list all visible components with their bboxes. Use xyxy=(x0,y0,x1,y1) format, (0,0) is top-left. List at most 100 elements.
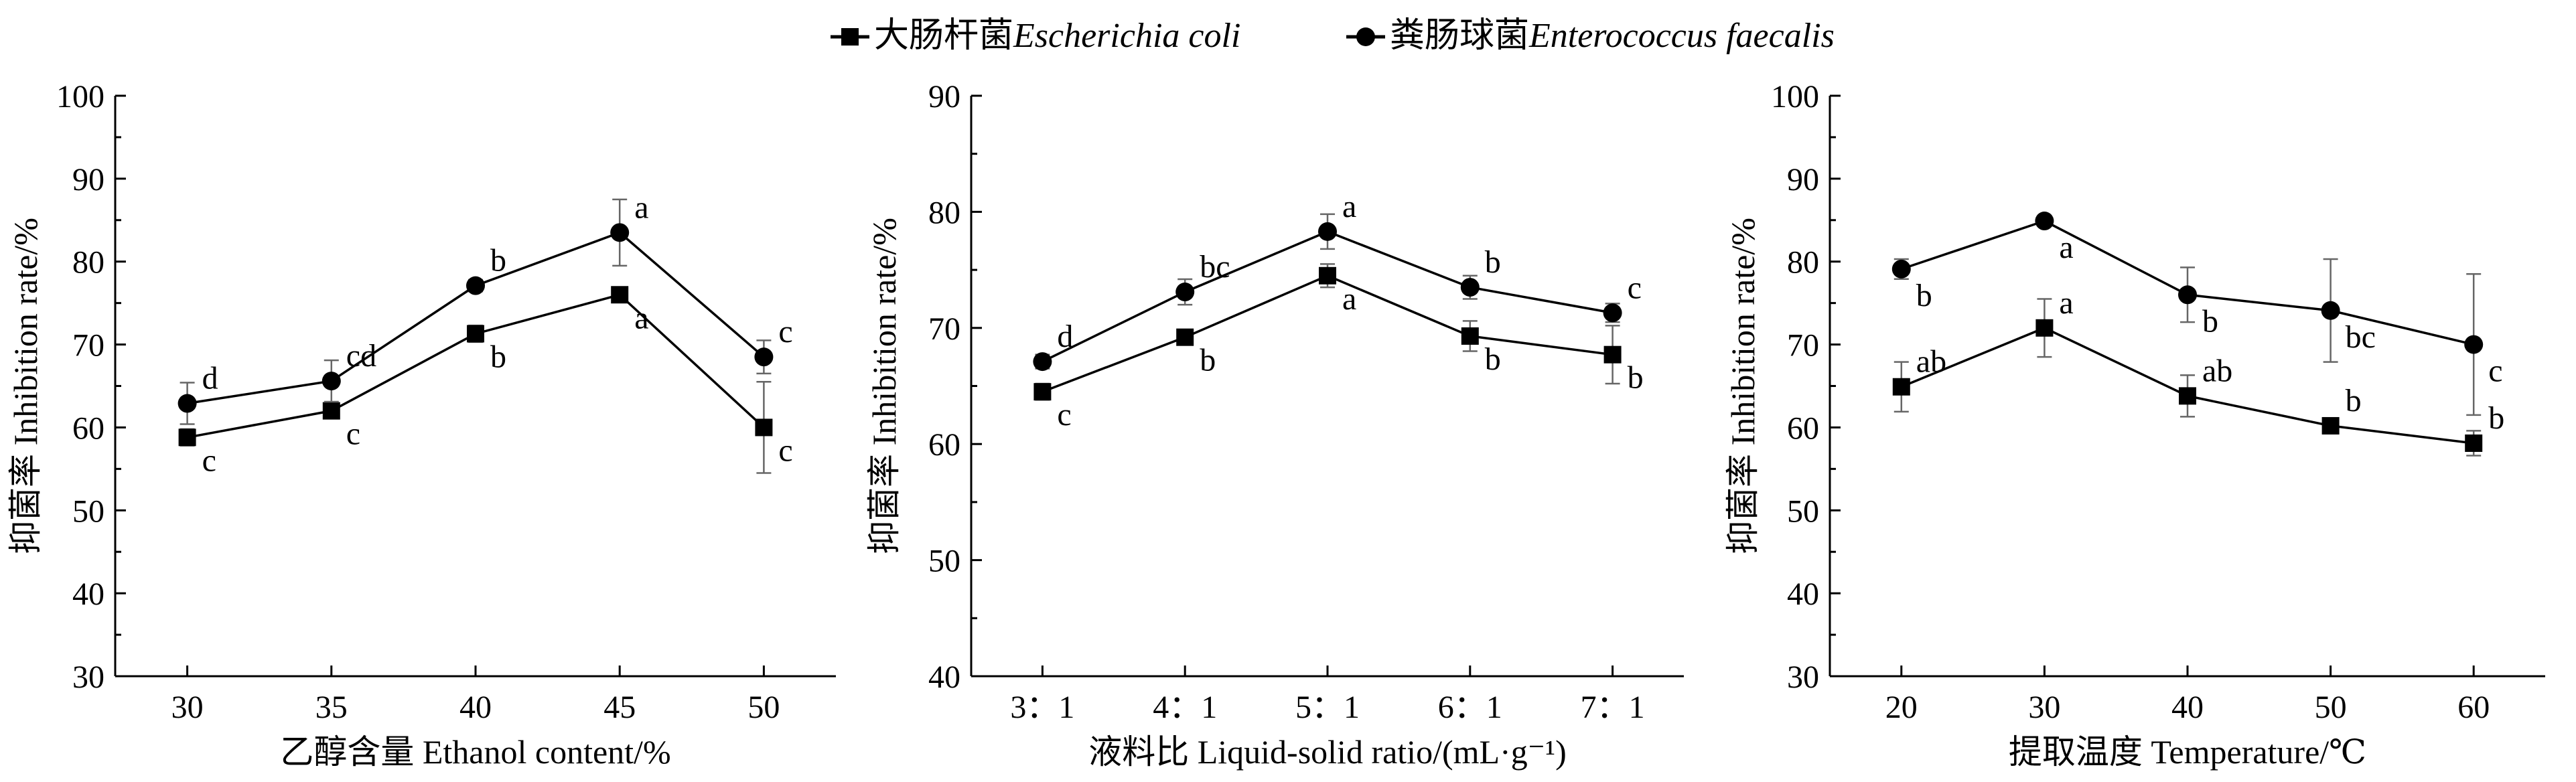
chart-panel-ratio: 40 50 60 70 80 90 3：1 4：1 5：1 6：1 7：1 液料比 Liquid-so… xyxy=(859,74,1717,779)
y-tick-label: 50 xyxy=(928,544,960,579)
x-axis-title: 液料比 Liquid-solid ratio/(mL·g⁻¹) xyxy=(1088,733,1567,771)
data-point-square xyxy=(2321,416,2340,435)
data-point-circle xyxy=(321,372,341,391)
chart-temperature-svg: 30 40 50 60 70 80 90 100 20 30 40 50 60 提取温度 Temperat… xyxy=(1724,79,2545,771)
data-point-square xyxy=(1319,266,1336,285)
data-point-circle xyxy=(1175,283,1195,302)
significance-label: b xyxy=(490,243,506,279)
data-point-circle xyxy=(1603,303,1622,323)
data-point-circle xyxy=(2321,301,2340,320)
legend-efaecalis-latin: Enterococcus faecalis xyxy=(1529,17,1835,55)
data-point-square xyxy=(2035,319,2054,337)
data-point-square xyxy=(1176,328,1194,346)
y-tick-label: 60 xyxy=(72,410,104,446)
data-point-square xyxy=(1603,345,1622,364)
chart-panel-ethanol: 30 40 50 60 70 80 90 100 30 35 40 45 50 乙醇含量 Ethanol … xyxy=(0,74,859,779)
x-tick-label: 20 xyxy=(1885,690,1918,725)
data-point-circle xyxy=(2464,335,2484,354)
data-point-square xyxy=(322,402,340,420)
significance-label: b xyxy=(490,339,506,374)
significance-label: ab xyxy=(1916,344,1946,380)
significance-label: c xyxy=(2488,354,2502,389)
series-line-circle xyxy=(1042,230,1613,363)
y-axis-title: 抑菌率 Inhibition rate/% xyxy=(7,218,44,554)
y-tick-label: 50 xyxy=(72,493,104,529)
significance-label: a xyxy=(2059,285,2073,321)
significance-label: a xyxy=(634,300,648,335)
legend-efaecalis-cn: 粪肠球菌 xyxy=(1390,17,1530,55)
significance-label: ab xyxy=(2202,353,2232,388)
significance-label: b xyxy=(1628,360,1644,396)
y-tick-label: 100 xyxy=(1771,79,1819,114)
significance-label: c xyxy=(778,314,792,349)
legend-circle-marker-icon xyxy=(1356,27,1375,46)
data-point-square xyxy=(467,325,484,343)
data-point-circle xyxy=(1318,222,1337,241)
legend-markers xyxy=(831,27,1385,46)
y-tick-label: 90 xyxy=(928,79,960,114)
y-axis-title: 抑菌率 Inhibition rate/% xyxy=(1724,218,1762,554)
significance-label: c xyxy=(202,443,216,478)
chart-ethanol-svg: 30 40 50 60 70 80 90 100 30 35 40 45 50 乙醇含量 Ethanol … xyxy=(7,79,836,771)
y-tick-label: 60 xyxy=(1787,410,1819,446)
significance-label: b xyxy=(1485,341,1501,377)
x-tick-label: 50 xyxy=(2315,690,2347,725)
legend-ecoli-latin: Escherichia coli xyxy=(1013,17,1241,55)
significance-label: a xyxy=(1342,281,1356,317)
data-point-circle xyxy=(2178,285,2197,305)
y-tick-label: 70 xyxy=(928,311,960,347)
y-tick-label: 80 xyxy=(928,195,960,230)
x-tick-label: 40 xyxy=(459,690,492,725)
significance-label: a xyxy=(634,189,648,225)
significance-label: b xyxy=(1916,278,1932,313)
x-tick-label: 35 xyxy=(315,690,348,725)
y-tick-label: 40 xyxy=(72,576,104,612)
x-tick-label: 3：1 xyxy=(1010,690,1074,725)
chart-panel-temperature: 30 40 50 60 70 80 90 100 20 30 40 50 60 提取温度 Temperat… xyxy=(1717,74,2576,779)
y-tick-label: 60 xyxy=(928,427,960,463)
x-tick-label: 60 xyxy=(2457,690,2490,725)
significance-label: c xyxy=(1628,270,1642,305)
x-tick-label: 45 xyxy=(603,690,636,725)
y-tick-label: 70 xyxy=(72,328,104,364)
data-point-square xyxy=(1892,378,1910,396)
y-tick-label: 50 xyxy=(1787,493,1819,529)
significance-label: d xyxy=(202,361,218,396)
series-line-circle xyxy=(187,231,765,405)
y-tick-label: 70 xyxy=(1787,328,1819,364)
legend-ecoli-cn: 大肠杆菌 xyxy=(874,17,1014,55)
y-tick-label: 30 xyxy=(1787,659,1819,695)
data-point-square xyxy=(755,418,773,437)
series-line-square xyxy=(1042,274,1613,393)
x-tick-label: 30 xyxy=(171,690,204,725)
series-line-square xyxy=(187,293,765,439)
x-tick-label: 40 xyxy=(2171,690,2204,725)
data-point-square xyxy=(1461,327,1479,345)
y-tick-label: 80 xyxy=(72,245,104,281)
x-axis-title: 乙醇含量 Ethanol content/% xyxy=(280,733,670,771)
significance-label: b xyxy=(2346,383,2362,418)
legend: 大肠杆菌Escherichia coli 粪肠球菌Enterococcus fa… xyxy=(0,0,2576,74)
data-point-circle xyxy=(1891,259,1911,279)
y-axis-title: 抑菌率 Inhibition rate/% xyxy=(865,218,903,554)
data-point-circle xyxy=(1033,352,1052,372)
data-point-square xyxy=(178,428,196,447)
data-point-circle xyxy=(177,394,197,413)
significance-label: a xyxy=(2059,230,2073,265)
data-point-circle xyxy=(610,223,630,242)
significance-label: c xyxy=(778,433,792,468)
x-tick-label: 30 xyxy=(2028,690,2060,725)
significance-label: cd xyxy=(346,338,376,374)
x-tick-label: 7：1 xyxy=(1581,690,1645,725)
y-tick-label: 40 xyxy=(928,659,960,695)
x-tick-label: 6：1 xyxy=(1438,690,1502,725)
y-tick-label: 100 xyxy=(56,79,104,114)
data-point-circle xyxy=(1460,278,1480,297)
data-point-circle xyxy=(754,347,774,367)
significance-label: c xyxy=(1057,397,1071,433)
significance-label: b xyxy=(2202,303,2218,339)
significance-label: bc xyxy=(2346,319,2376,355)
significance-label: bc xyxy=(1200,249,1230,285)
data-point-square xyxy=(1033,383,1052,401)
significance-label: d xyxy=(1057,319,1073,354)
